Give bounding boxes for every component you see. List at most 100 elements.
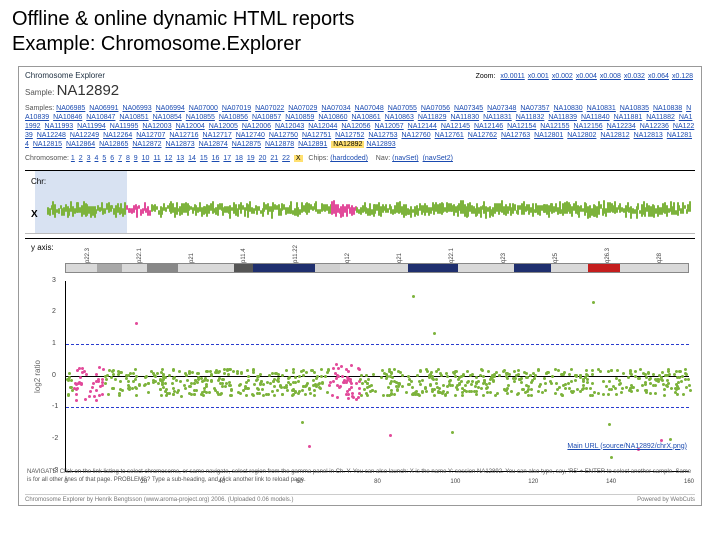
sample-link[interactable]: NA12891 — [298, 141, 327, 148]
sample-link[interactable]: NA10855 — [186, 114, 215, 121]
sample-link[interactable]: NA10835 — [620, 105, 649, 112]
sample-link[interactable]: NA12716 — [169, 132, 198, 139]
sample-link[interactable]: NA12155 — [540, 123, 569, 130]
sample-link[interactable]: NA12717 — [203, 132, 232, 139]
sample-link[interactable]: NA12249 — [70, 132, 99, 139]
chromosome-link[interactable]: 1 — [71, 155, 75, 162]
sample-link[interactable]: NA12763 — [501, 132, 530, 139]
sample-link[interactable]: NA12864 — [66, 141, 95, 148]
chromosome-link[interactable]: 9 — [134, 155, 138, 162]
navset-link[interactable]: (navSet) — [392, 155, 418, 162]
sample-link[interactable]: NA12812 — [600, 132, 629, 139]
zoom-link[interactable]: x0.0011 — [500, 73, 524, 80]
chromosome-link[interactable]: 3 — [87, 155, 91, 162]
sample-link[interactable]: NA06993 — [122, 105, 151, 112]
sample-link[interactable]: NA10847 — [86, 114, 115, 121]
sample-link[interactable]: NA11831 — [483, 114, 512, 121]
sample-link[interactable]: NA12144 — [408, 123, 437, 130]
chromosome-link[interactable]: 8 — [126, 155, 130, 162]
sample-link[interactable]: NA12044 — [308, 123, 337, 130]
sample-link[interactable]: NA10830 — [553, 105, 582, 112]
sample-link[interactable]: NA12875 — [232, 141, 261, 148]
chromosome-link[interactable]: 15 — [200, 155, 208, 162]
chromosome-link[interactable]: 2 — [79, 155, 83, 162]
sample-link[interactable]: NA07055 — [388, 105, 417, 112]
sample-link[interactable]: NA12234 — [607, 123, 636, 130]
chromosome-link[interactable]: 17 — [223, 155, 231, 162]
sample-link[interactable]: NA12752 — [335, 132, 364, 139]
zoom-link[interactable]: x0.008 — [600, 73, 621, 80]
sample-link[interactable]: NA12740 — [236, 132, 265, 139]
sample-link[interactable]: NA12761 — [435, 132, 464, 139]
chip-link[interactable]: (hardcoded) — [330, 155, 368, 162]
sample-link[interactable]: NA10838 — [653, 105, 682, 112]
sample-link[interactable]: NA12750 — [269, 132, 298, 139]
sample-link[interactable]: NA07345 — [454, 105, 483, 112]
sample-link[interactable]: NA11830 — [450, 114, 479, 121]
sample-link[interactable]: NA11993 — [45, 123, 74, 130]
sample-link[interactable]: NA12005 — [209, 123, 238, 130]
chromosome-link[interactable]: 4 — [95, 155, 99, 162]
sample-link[interactable]: NA10857 — [252, 114, 281, 121]
sample-link[interactable]: NA12865 — [99, 141, 128, 148]
sample-link[interactable]: NA12872 — [132, 141, 161, 148]
navset-link[interactable]: (navSet2) — [423, 155, 453, 162]
sample-link[interactable]: NA07029 — [288, 105, 317, 112]
sample-link[interactable]: NA07048 — [355, 105, 384, 112]
sample-link[interactable]: NA12707 — [136, 132, 165, 139]
sample-link[interactable]: NA11840 — [581, 114, 610, 121]
sample-link[interactable]: NA10846 — [53, 114, 82, 121]
chromosome-link[interactable]: 21 — [270, 155, 278, 162]
sample-link[interactable]: NA07000 — [189, 105, 218, 112]
sample-link[interactable]: NA06991 — [89, 105, 118, 112]
chromosome-link[interactable]: 10 — [142, 155, 150, 162]
sample-link[interactable]: NA11882 — [646, 114, 675, 121]
ideogram[interactable] — [65, 263, 689, 273]
sample-link[interactable]: NA06985 — [56, 105, 85, 112]
sample-link[interactable]: NA12813 — [634, 132, 663, 139]
chromosome-link[interactable]: 11 — [153, 155, 160, 162]
sample-link[interactable]: NA11994 — [77, 123, 106, 130]
chromosome-link[interactable]: 20 — [259, 155, 267, 162]
chromosome-link[interactable]: 6 — [110, 155, 114, 162]
sample-link[interactable]: NA12003 — [142, 123, 171, 130]
chromosome-link[interactable]: 12 — [165, 155, 173, 162]
sample-link[interactable]: NA12154 — [507, 123, 536, 130]
sample-link[interactable]: NA12815 — [33, 141, 62, 148]
sample-link[interactable]: NA12236 — [640, 123, 669, 130]
sample-link[interactable]: NA12145 — [441, 123, 470, 130]
sample-link[interactable]: NA10861 — [352, 114, 381, 121]
sample-link[interactable]: NA12004 — [176, 123, 205, 130]
sample-link[interactable]: NA07357 — [520, 105, 549, 112]
sample-link[interactable]: NA12057 — [375, 123, 404, 130]
sample-link[interactable]: NA12043 — [275, 123, 304, 130]
chromosome-link[interactable]: 22 — [282, 155, 290, 162]
sample-link[interactable]: NA12801 — [534, 132, 563, 139]
chromosome-link[interactable]: 14 — [188, 155, 196, 162]
chromosome-link-selected[interactable]: X — [294, 155, 303, 162]
sample-link[interactable]: NA12878 — [265, 141, 294, 148]
chromosome-link[interactable]: 19 — [247, 155, 255, 162]
sample-link[interactable]: NA06994 — [156, 105, 185, 112]
sample-link[interactable]: NA12760 — [401, 132, 430, 139]
sample-link[interactable]: NA12874 — [199, 141, 228, 148]
sample-link[interactable]: NA10860 — [318, 114, 347, 121]
zoom-link[interactable]: x0.064 — [648, 73, 669, 80]
sample-link[interactable]: NA07034 — [321, 105, 350, 112]
sample-link[interactable]: NA12056 — [341, 123, 370, 130]
chromosome-link[interactable]: 5 — [102, 155, 106, 162]
sample-link[interactable]: NA07019 — [222, 105, 251, 112]
chromosome-link[interactable]: 16 — [212, 155, 220, 162]
sample-link[interactable]: NA10856 — [219, 114, 248, 121]
overview-panel[interactable]: Chr: X — [25, 170, 695, 234]
chromosome-link[interactable]: 18 — [235, 155, 243, 162]
sample-link[interactable]: NA10859 — [285, 114, 314, 121]
main-image-url[interactable]: Main URL (source/NA12892/chrX.png) — [567, 443, 687, 450]
sample-link[interactable]: NA07348 — [487, 105, 516, 112]
overview-track[interactable] — [47, 199, 691, 221]
sample-link[interactable]: NA12873 — [165, 141, 194, 148]
sample-link[interactable]: NA11829 — [418, 114, 447, 121]
sample-link[interactable]: NA12146 — [474, 123, 503, 130]
sample-link[interactable]: NA12156 — [573, 123, 602, 130]
sample-link[interactable]: NA07022 — [255, 105, 284, 112]
